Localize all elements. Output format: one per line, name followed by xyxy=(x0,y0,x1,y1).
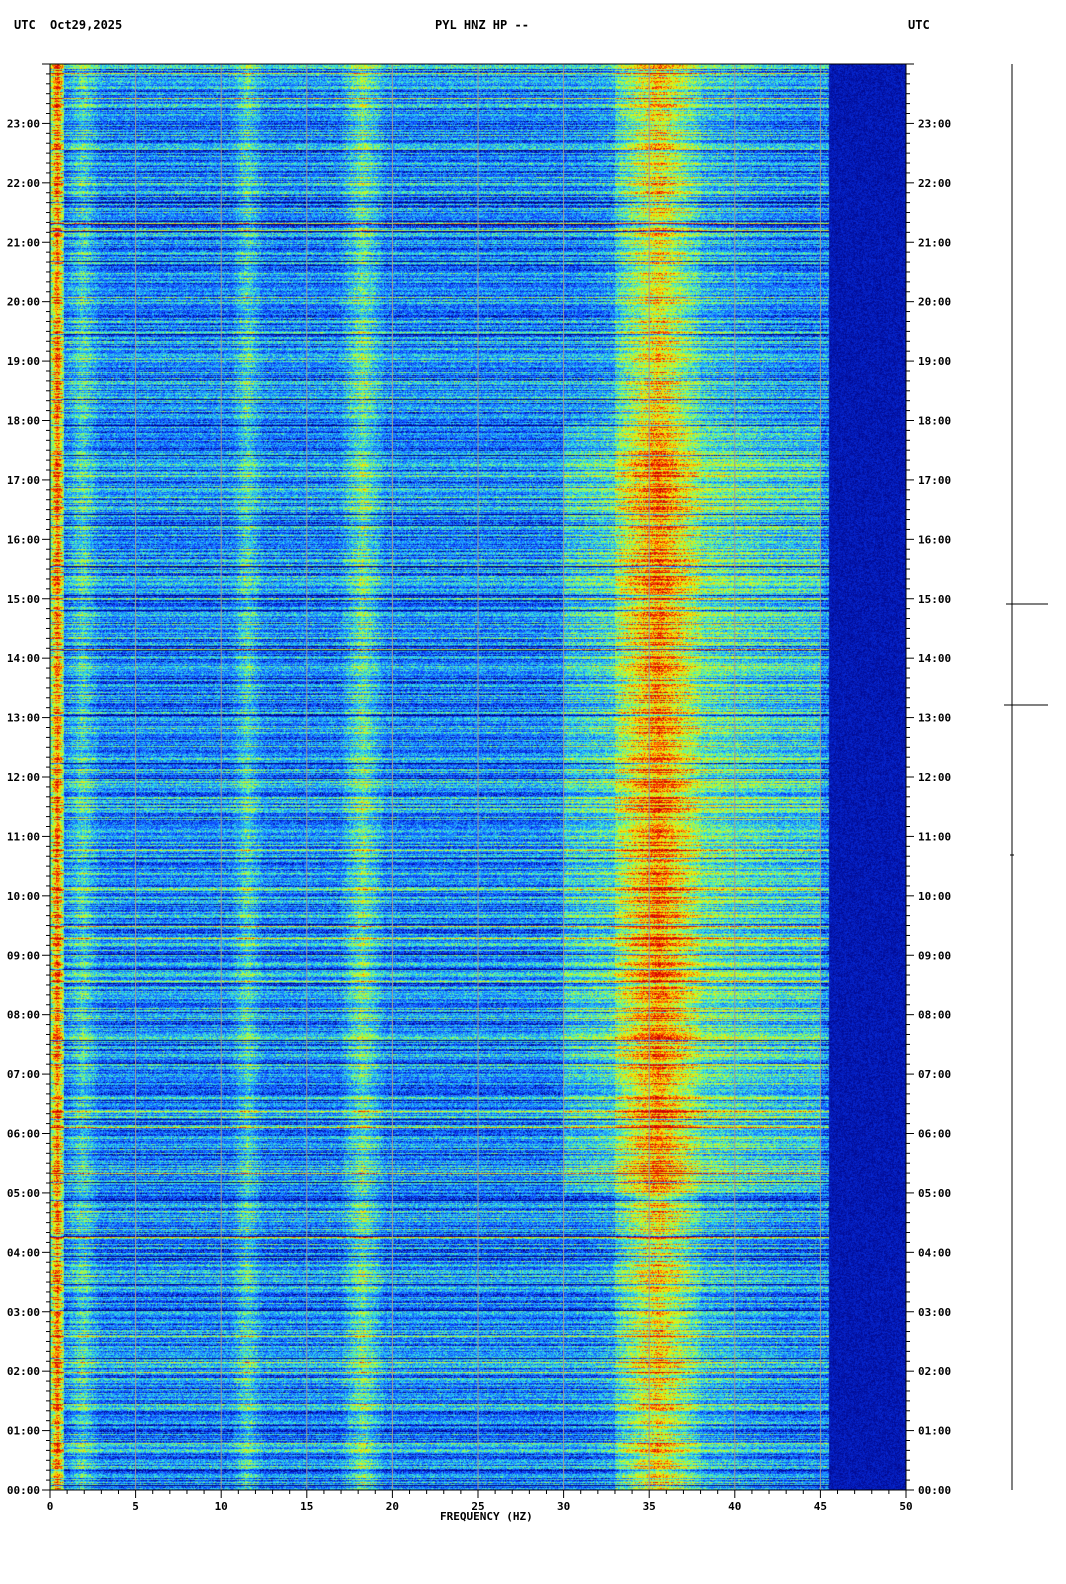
x-tick-label: 50 xyxy=(899,1500,912,1513)
y-tick-label-right: 21:00 xyxy=(918,236,951,249)
y-tick-label-left: 17:00 xyxy=(7,474,40,487)
y-tick-label-left: 22:00 xyxy=(7,177,40,190)
y-tick-label-right: 05:00 xyxy=(918,1187,951,1200)
y-tick-label-left: 21:00 xyxy=(7,236,40,249)
x-tick-label: 45 xyxy=(814,1500,827,1513)
station-title: PYL HNZ HP -- xyxy=(435,18,529,32)
y-tick-label-left: 05:00 xyxy=(7,1187,40,1200)
y-tick-label-left: 13:00 xyxy=(7,712,40,725)
x-tick-label: 15 xyxy=(300,1500,313,1513)
x-axis-label: FREQUENCY (HZ) xyxy=(440,1510,533,1523)
y-tick-label-left: 14:00 xyxy=(7,652,40,665)
y-tick-label-right: 22:00 xyxy=(918,177,951,190)
x-tick-label: 0 xyxy=(47,1500,54,1513)
y-tick-label-left: 02:00 xyxy=(7,1365,40,1378)
y-tick-label-right: 09:00 xyxy=(918,949,951,962)
y-tick-label-right: 02:00 xyxy=(918,1365,951,1378)
y-tick-label-right: 15:00 xyxy=(918,593,951,606)
amplitude-scale xyxy=(1004,64,1048,1490)
y-tick-label-right: 00:00 xyxy=(918,1484,951,1497)
y-tick-label-left: 06:00 xyxy=(7,1128,40,1141)
y-tick-label-left: 07:00 xyxy=(7,1068,40,1081)
y-tick-label-left: 16:00 xyxy=(7,533,40,546)
right-timezone: UTC xyxy=(908,18,930,32)
y-tick-label-left: 00:00 xyxy=(7,1484,40,1497)
y-tick-label-left: 19:00 xyxy=(7,355,40,368)
x-tick-label: 30 xyxy=(557,1500,570,1513)
y-tick-label-right: 11:00 xyxy=(918,830,951,843)
left-timezone: UTC xyxy=(14,18,36,32)
y-tick-label-left: 08:00 xyxy=(7,1009,40,1022)
y-tick-label-left: 10:00 xyxy=(7,890,40,903)
y-tick-label-right: 04:00 xyxy=(918,1246,951,1259)
y-tick-label-right: 06:00 xyxy=(918,1128,951,1141)
x-tick-label: 5 xyxy=(132,1500,139,1513)
y-tick-label-right: 23:00 xyxy=(918,117,951,130)
y-tick-label-right: 20:00 xyxy=(918,296,951,309)
y-tick-label-left: 01:00 xyxy=(7,1425,40,1438)
x-tick-label: 25 xyxy=(471,1500,484,1513)
y-tick-label-right: 10:00 xyxy=(918,890,951,903)
y-tick-label-right: 19:00 xyxy=(918,355,951,368)
y-tick-label-left: 11:00 xyxy=(7,830,40,843)
y-tick-label-right: 18:00 xyxy=(918,415,951,428)
y-tick-label-left: 18:00 xyxy=(7,415,40,428)
y-tick-label-left: 12:00 xyxy=(7,771,40,784)
y-tick-label-right: 17:00 xyxy=(918,474,951,487)
y-tick-label-right: 13:00 xyxy=(918,712,951,725)
x-tick-label: 20 xyxy=(386,1500,399,1513)
y-tick-label-right: 08:00 xyxy=(918,1009,951,1022)
y-tick-label-right: 12:00 xyxy=(918,771,951,784)
y-tick-label-left: 15:00 xyxy=(7,593,40,606)
y-tick-label-right: 14:00 xyxy=(918,652,951,665)
y-tick-label-left: 23:00 xyxy=(7,117,40,130)
y-tick-label-left: 04:00 xyxy=(7,1246,40,1259)
y-tick-label-right: 01:00 xyxy=(918,1425,951,1438)
x-tick-label: 10 xyxy=(215,1500,228,1513)
y-tick-label-right: 16:00 xyxy=(918,533,951,546)
y-tick-label-right: 07:00 xyxy=(918,1068,951,1081)
y-tick-label-left: 03:00 xyxy=(7,1306,40,1319)
y-tick-label-left: 09:00 xyxy=(7,949,40,962)
y-tick-label-right: 03:00 xyxy=(918,1306,951,1319)
x-tick-label: 40 xyxy=(728,1500,741,1513)
x-tick-label: 35 xyxy=(643,1500,656,1513)
y-tick-label-left: 20:00 xyxy=(7,296,40,309)
date-label: Oct29,2025 xyxy=(50,18,123,32)
